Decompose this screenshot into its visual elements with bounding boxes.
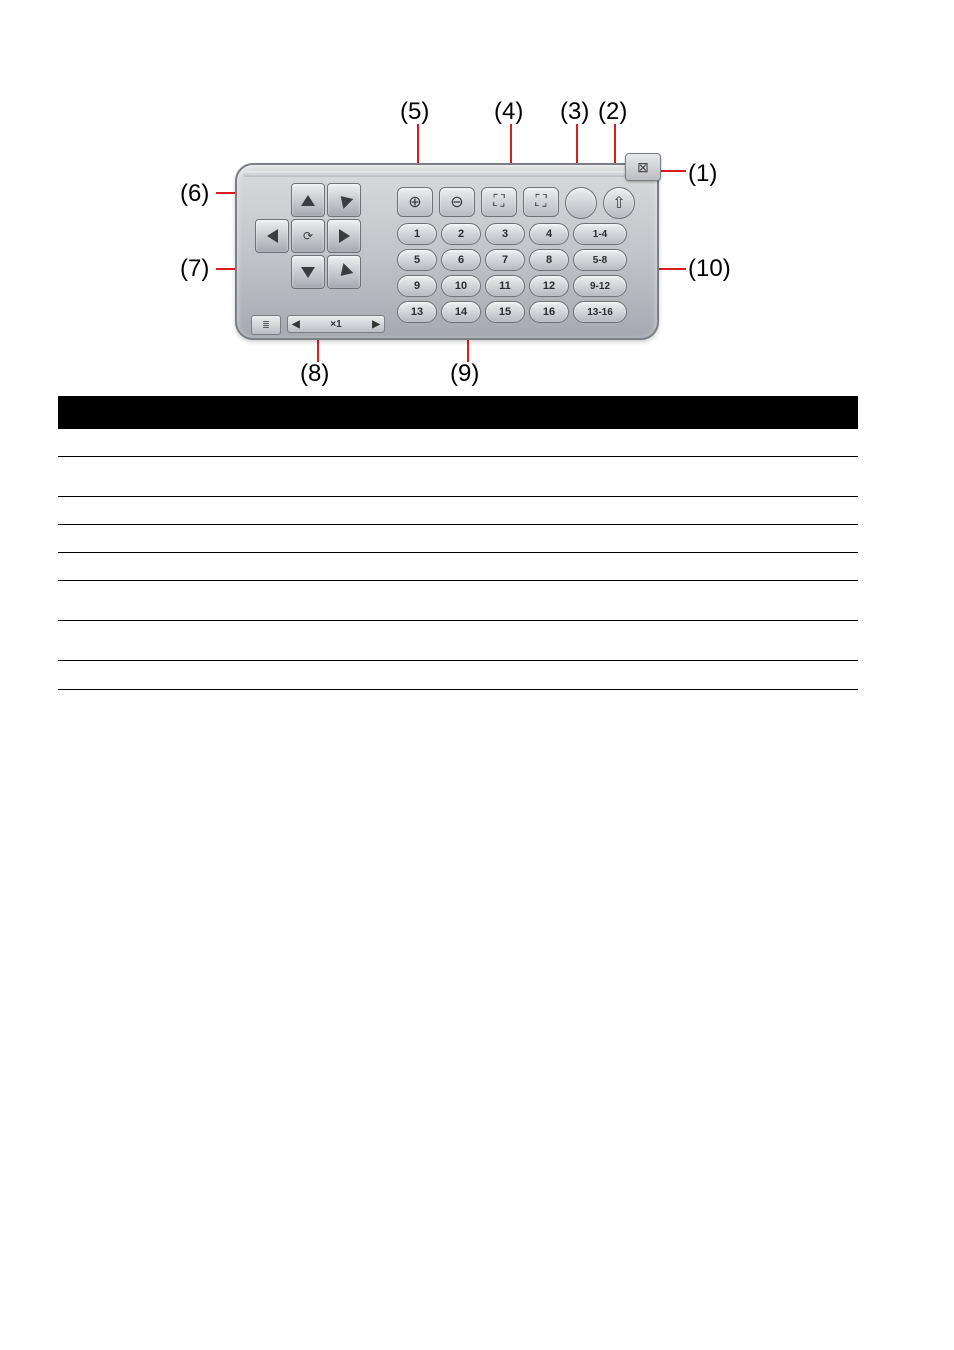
zoom-in-button[interactable]: ⊕ xyxy=(397,187,433,217)
down-icon xyxy=(301,267,315,278)
range-5-8[interactable]: 5-8 xyxy=(573,249,627,271)
num-14[interactable]: 14 xyxy=(441,301,481,323)
close-icon: ⊠ xyxy=(637,159,649,176)
callout-9: (9) xyxy=(450,360,479,388)
col-no: No. xyxy=(58,396,114,429)
close-button[interactable]: ⊠ xyxy=(625,153,661,181)
full-button[interactable]: ⛶ xyxy=(523,187,559,217)
left-icon xyxy=(267,229,278,243)
fit-button[interactable]: ⛶ xyxy=(481,187,517,217)
dpad-right[interactable] xyxy=(327,219,361,253)
num-15[interactable]: 15 xyxy=(485,301,525,323)
dpad-up[interactable] xyxy=(291,183,325,217)
zoom-prev-icon: ◀ xyxy=(292,319,300,330)
pin-icon: ⇧ xyxy=(612,193,625,213)
right-icon xyxy=(339,229,350,243)
table-row: 4Fit-to-window xyxy=(58,525,858,553)
zoom-slider[interactable]: ◀ ×1 ▶ xyxy=(287,315,385,333)
callout-5: (5) xyxy=(400,98,429,126)
num-4[interactable]: 4 xyxy=(529,223,569,245)
remote-body: ⊠ ⟳ ≣ ◀ ×1 ▶ ⊕ ⊖ ⛶ xyxy=(235,163,659,340)
num-9[interactable]: 9 xyxy=(397,275,437,297)
num-12[interactable]: 12 xyxy=(529,275,569,297)
range-13-16[interactable]: 13-16 xyxy=(573,301,627,323)
num-1[interactable]: 1 xyxy=(397,223,437,245)
dpad-left[interactable] xyxy=(255,219,289,253)
table-header-row: No. Description xyxy=(58,396,858,429)
dpad-down[interactable] xyxy=(291,255,325,289)
toolbar: ⊕ ⊖ ⛶ ⛶ ⇧ xyxy=(397,187,635,219)
table-row: 3Full-screen toggle xyxy=(58,497,858,525)
number-pad: 1 2 3 4 1-4 5 6 7 8 5-8 9 10 11 12 9-12 … xyxy=(397,223,627,323)
diag-icon xyxy=(335,263,353,281)
table-row: 6Direction (up / right-diagonal) xyxy=(58,581,858,621)
dpad-center[interactable]: ⟳ xyxy=(291,219,325,253)
menu-button[interactable]: ≣ xyxy=(251,315,281,335)
dpad-up-right[interactable] xyxy=(327,183,361,217)
fit-icon: ⛶ xyxy=(493,193,504,211)
zoom-out-button[interactable]: ⊖ xyxy=(439,187,475,217)
num-5[interactable]: 5 xyxy=(397,249,437,271)
range-1-4[interactable]: 1-4 xyxy=(573,223,627,245)
table-row: 1Close xyxy=(58,429,858,457)
callout-3: (3) xyxy=(560,98,589,126)
num-2[interactable]: 2 xyxy=(441,223,481,245)
dpad-down-left[interactable] xyxy=(327,255,361,289)
table-row: 2Pin / keep on top xyxy=(58,457,858,497)
callout-1: (1) xyxy=(688,160,717,188)
callout-4: (4) xyxy=(494,98,523,126)
d-pad: ⟳ xyxy=(245,183,373,311)
up-icon xyxy=(301,195,315,206)
zoom-in-icon: ⊕ xyxy=(408,192,421,212)
callout-10: (10) xyxy=(688,255,731,283)
callout-8: (8) xyxy=(300,360,329,388)
remote-diagram: (5) (4) (3) (2) (1) (6) (7) (10) (8) (9)… xyxy=(170,90,730,390)
table-row: 5Zoom in / Zoom out xyxy=(58,553,858,581)
description-table: No. Description 1Close 2Pin / keep on to… xyxy=(58,396,858,690)
zoom-next-icon: ▶ xyxy=(372,319,380,330)
num-7[interactable]: 7 xyxy=(485,249,525,271)
num-13[interactable]: 13 xyxy=(397,301,437,323)
zoom-out-icon: ⊖ xyxy=(450,192,463,212)
callout-6: (6) xyxy=(180,180,209,208)
callout-2: (2) xyxy=(598,98,627,126)
num-10[interactable]: 10 xyxy=(441,275,481,297)
num-8[interactable]: 8 xyxy=(529,249,569,271)
diag-icon xyxy=(335,191,353,209)
num-6[interactable]: 6 xyxy=(441,249,481,271)
pin-button[interactable]: ⇧ xyxy=(603,187,635,219)
menu-icon: ≣ xyxy=(262,320,270,331)
table-row: 8Zoom slider ×1 ◀/▶ xyxy=(58,661,858,690)
num-16[interactable]: 16 xyxy=(529,301,569,323)
zoom-level-label: ×1 xyxy=(300,319,373,330)
range-9-12[interactable]: 9-12 xyxy=(573,275,627,297)
callout-7: (7) xyxy=(180,255,209,283)
full-icon: ⛶ xyxy=(535,193,546,211)
num-3[interactable]: 3 xyxy=(485,223,525,245)
num-11[interactable]: 11 xyxy=(485,275,525,297)
blank-button[interactable] xyxy=(565,187,597,219)
col-desc: Description xyxy=(114,396,858,429)
table-row: 7Direction (left / center / down) xyxy=(58,621,858,661)
